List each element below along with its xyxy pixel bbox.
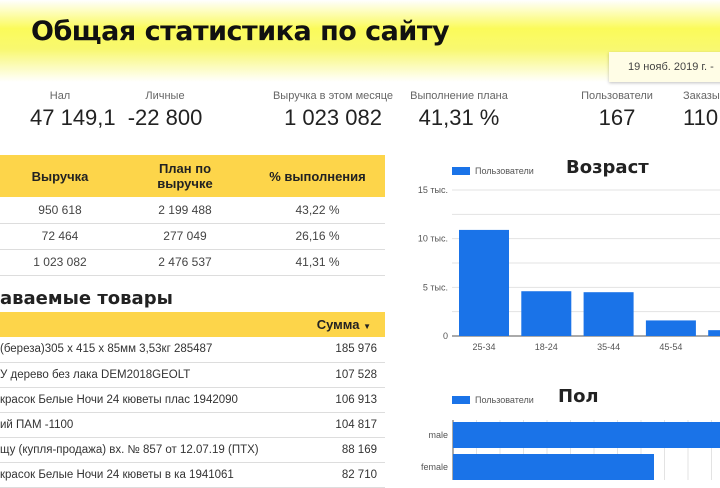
caret-down-icon: ▼ (363, 322, 371, 331)
y-tick-label: 15 тыс. (418, 185, 448, 195)
table-row[interactable]: ий ПАМ -1100 104 817 (0, 412, 385, 438)
kpi-users: Пользователи 167 (575, 90, 659, 131)
cell: 2 476 537 (120, 249, 250, 276)
kpi-label: Выручка в этом месяце (272, 90, 394, 102)
gender-chart-title: Пол (558, 386, 599, 407)
x-tick-label: 18-24 (535, 342, 558, 352)
product-sum: 185 976 (323, 337, 385, 363)
cell: 277 049 (120, 223, 250, 250)
col-plan[interactable]: План по выручке (120, 155, 250, 197)
y-tick-label: female (421, 462, 448, 472)
cell: 26,16 % (250, 223, 385, 250)
kpi-label: Заказы (683, 90, 720, 102)
kpi-value: 41,31 % (418, 105, 500, 130)
product-name: (береза)305 x 415 x 85мм 3,53кг 285487 (0, 337, 324, 363)
age-legend: Пользователи (452, 166, 534, 176)
cell: 950 618 (0, 197, 120, 224)
gender-legend: Пользователи (452, 395, 534, 405)
kpi-value: 1 023 082 (284, 105, 382, 130)
kpi-orders: Заказы 110 (683, 90, 720, 131)
kpi-value: 167 (598, 105, 636, 130)
x-tick-label: 45-54 (659, 342, 682, 352)
kpi-label: Пользователи (581, 90, 653, 102)
table-row: 1 023 082 2 476 537 41,31 % (0, 249, 385, 276)
y-tick-label: 0 (443, 331, 448, 341)
product-sum: 88 169 (323, 437, 385, 463)
table-row[interactable]: У дерево без лака DEM2018GEOLT 107 528 (0, 362, 385, 388)
kpi-label: Личные (145, 90, 185, 102)
products-table: Сумма ▼ (береза)305 x 415 x 85мм 3,53кг … (0, 312, 385, 488)
legend-label: Пользователи (475, 395, 534, 405)
age-chart-title: Возраст (566, 157, 649, 178)
cell: 41,31 % (250, 249, 385, 276)
cell: 72 464 (0, 223, 120, 250)
plan-table: Выручка План по выручке% выполнения 950 6… (0, 155, 385, 276)
header-banner: Общая статистика по сайту 19 нояб. 2019 … (0, 0, 720, 82)
y-tick-label: 5 тыс. (423, 282, 448, 292)
bar (645, 320, 696, 336)
page-title: Общая статистика по сайту (31, 16, 450, 47)
legend-swatch (452, 167, 470, 175)
product-sum: 107 528 (323, 362, 385, 388)
table-row: 72 464 277 049 26,16 % (0, 223, 385, 250)
product-sum: 106 913 (323, 387, 385, 413)
col-sum[interactable]: Сумма ▼ (0, 312, 385, 337)
x-tick-label: 35-44 (597, 342, 620, 352)
x-tick-label: 25-34 (472, 342, 495, 352)
table-row[interactable]: щу (купля-продажа) вх. № 857 от 12.07.19… (0, 437, 385, 463)
col-sum-label: Сумма (316, 317, 360, 332)
product-sum: 104 817 (323, 412, 385, 438)
y-tick-label: 10 тыс. (418, 234, 448, 244)
bar (708, 330, 720, 336)
bar (459, 229, 509, 336)
cell: 2 199 488 (120, 197, 250, 224)
col-revenue[interactable]: Выручка (0, 155, 120, 197)
table-row: 950 618 2 199 488 43,22 % (0, 197, 385, 224)
kpi-month-revenue: Выручка в этом месяце 1 023 082 (270, 90, 396, 131)
date-range-picker[interactable]: 19 нояб. 2019 г. - (609, 52, 720, 82)
bar (453, 454, 654, 480)
kpi-value: 110 (683, 105, 719, 130)
product-name: У дерево без лака DEM2018GEOLT (0, 362, 324, 388)
y-tick-label: male (428, 430, 448, 440)
table-row[interactable]: (береза)305 x 415 x 85мм 3,53кг 285487 18… (0, 337, 385, 363)
col-completion[interactable]: % выполнения (250, 155, 385, 197)
product-name: красок Белые Ночи 24 кюветы плас 1942090 (0, 387, 324, 413)
products-heading: аваемые товары (0, 288, 173, 309)
product-name: ий ПАМ -1100 (0, 412, 324, 438)
kpi-personal: Личные -22 800 (125, 90, 205, 131)
kpi-label: Выполнение плана (410, 90, 508, 102)
product-name: щу (купля-продажа) вх. № 857 от 12.07.19… (0, 437, 324, 463)
bar (583, 292, 634, 336)
cell: 43,22 % (250, 197, 385, 224)
cell: 1 023 082 (0, 249, 120, 276)
bar (453, 422, 720, 448)
kpi-label: Нал (49, 90, 71, 102)
legend-swatch (452, 396, 470, 404)
bar (521, 291, 572, 336)
kpi-value: -22 800 (127, 105, 203, 130)
legend-label: Пользователи (475, 166, 534, 176)
table-row[interactable]: красок Белые Ночи 24 кюветы плас 1942090… (0, 387, 385, 413)
kpi-plan-completion: Выполнение плана 41,31 % (400, 90, 518, 131)
